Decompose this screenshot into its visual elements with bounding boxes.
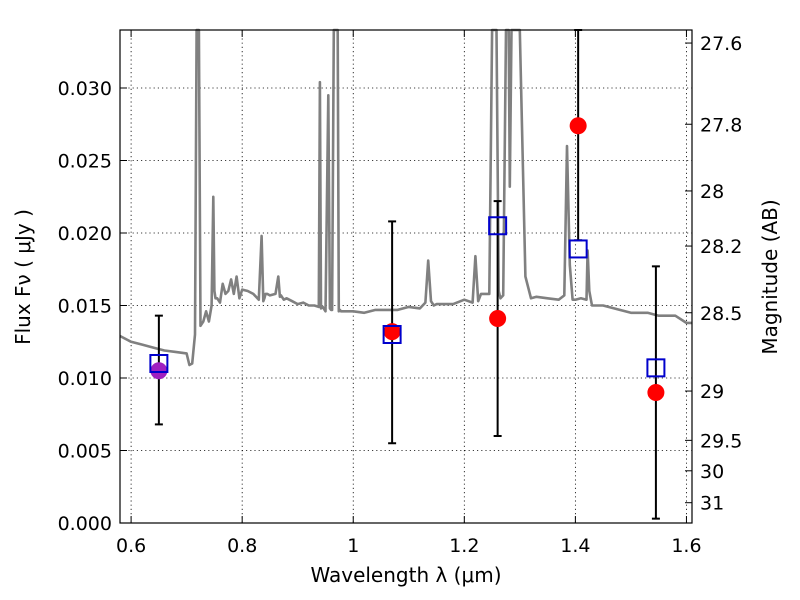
right-tick-label: 27.6	[700, 33, 742, 55]
y-tick-label: 0.010	[58, 368, 112, 390]
model-spectrum-line	[119, 28, 692, 367]
x-tick-label: 0.8	[227, 535, 257, 557]
y-tick-label: 0.030	[58, 78, 112, 100]
right-tick-label: 28	[700, 181, 724, 203]
model-band-square	[488, 216, 508, 236]
model-band-square	[568, 239, 588, 259]
y-tick-label: 0.000	[58, 513, 112, 535]
error-bars	[154, 29, 660, 520]
y-tick-label: 0.020	[58, 223, 112, 245]
model-band-square	[646, 358, 666, 378]
right-tick-label: 29	[700, 381, 724, 403]
y-axis-title-right: Magnitude (AB)	[758, 199, 782, 354]
right-tick-label: 29.5	[700, 430, 742, 452]
right-tick-label: 27.8	[700, 114, 742, 136]
right-tick-label: 31	[700, 493, 724, 515]
model-spectrum	[119, 28, 692, 367]
grid-lines	[120, 30, 692, 524]
x-tick-label: 1	[347, 535, 359, 557]
observed-point	[150, 362, 168, 380]
right-tick-label: 30	[700, 461, 724, 483]
x-tick-label: 0.6	[116, 535, 146, 557]
y-tick-label: 0.005	[58, 441, 112, 463]
x-tick-label: 1.6	[671, 535, 701, 557]
y-axis-right: 27.6 27.8 28 28.2 28.5 29 29.5 30 31	[685, 33, 742, 515]
x-tick-label: 1.4	[560, 535, 590, 557]
x-axis-title: Wavelength λ (μm)	[310, 563, 501, 587]
observed-point	[489, 310, 507, 328]
observed-points	[150, 117, 665, 401]
y-tick-label: 0.025	[58, 151, 112, 173]
right-tick-label: 28.5	[700, 303, 742, 325]
model-band-square	[382, 325, 402, 344]
right-tick-label: 28.2	[700, 236, 742, 258]
x-tick-label: 1.2	[449, 535, 479, 557]
y-tick-label: 0.015	[58, 296, 112, 318]
plot-frame	[119, 29, 693, 524]
y-axis-title-left: Flux Fν ( μJy )	[11, 209, 35, 345]
observed-point	[569, 117, 587, 135]
x-axis: 0.6 0.8 1 1.2 1.4 1.6	[116, 30, 702, 557]
y-axis-left: 0.000 0.005 0.010 0.015 0.020 0.025 0.030	[58, 78, 127, 535]
model-band-square	[149, 354, 169, 373]
observed-point	[647, 384, 665, 401]
model-band-squares	[149, 216, 666, 378]
